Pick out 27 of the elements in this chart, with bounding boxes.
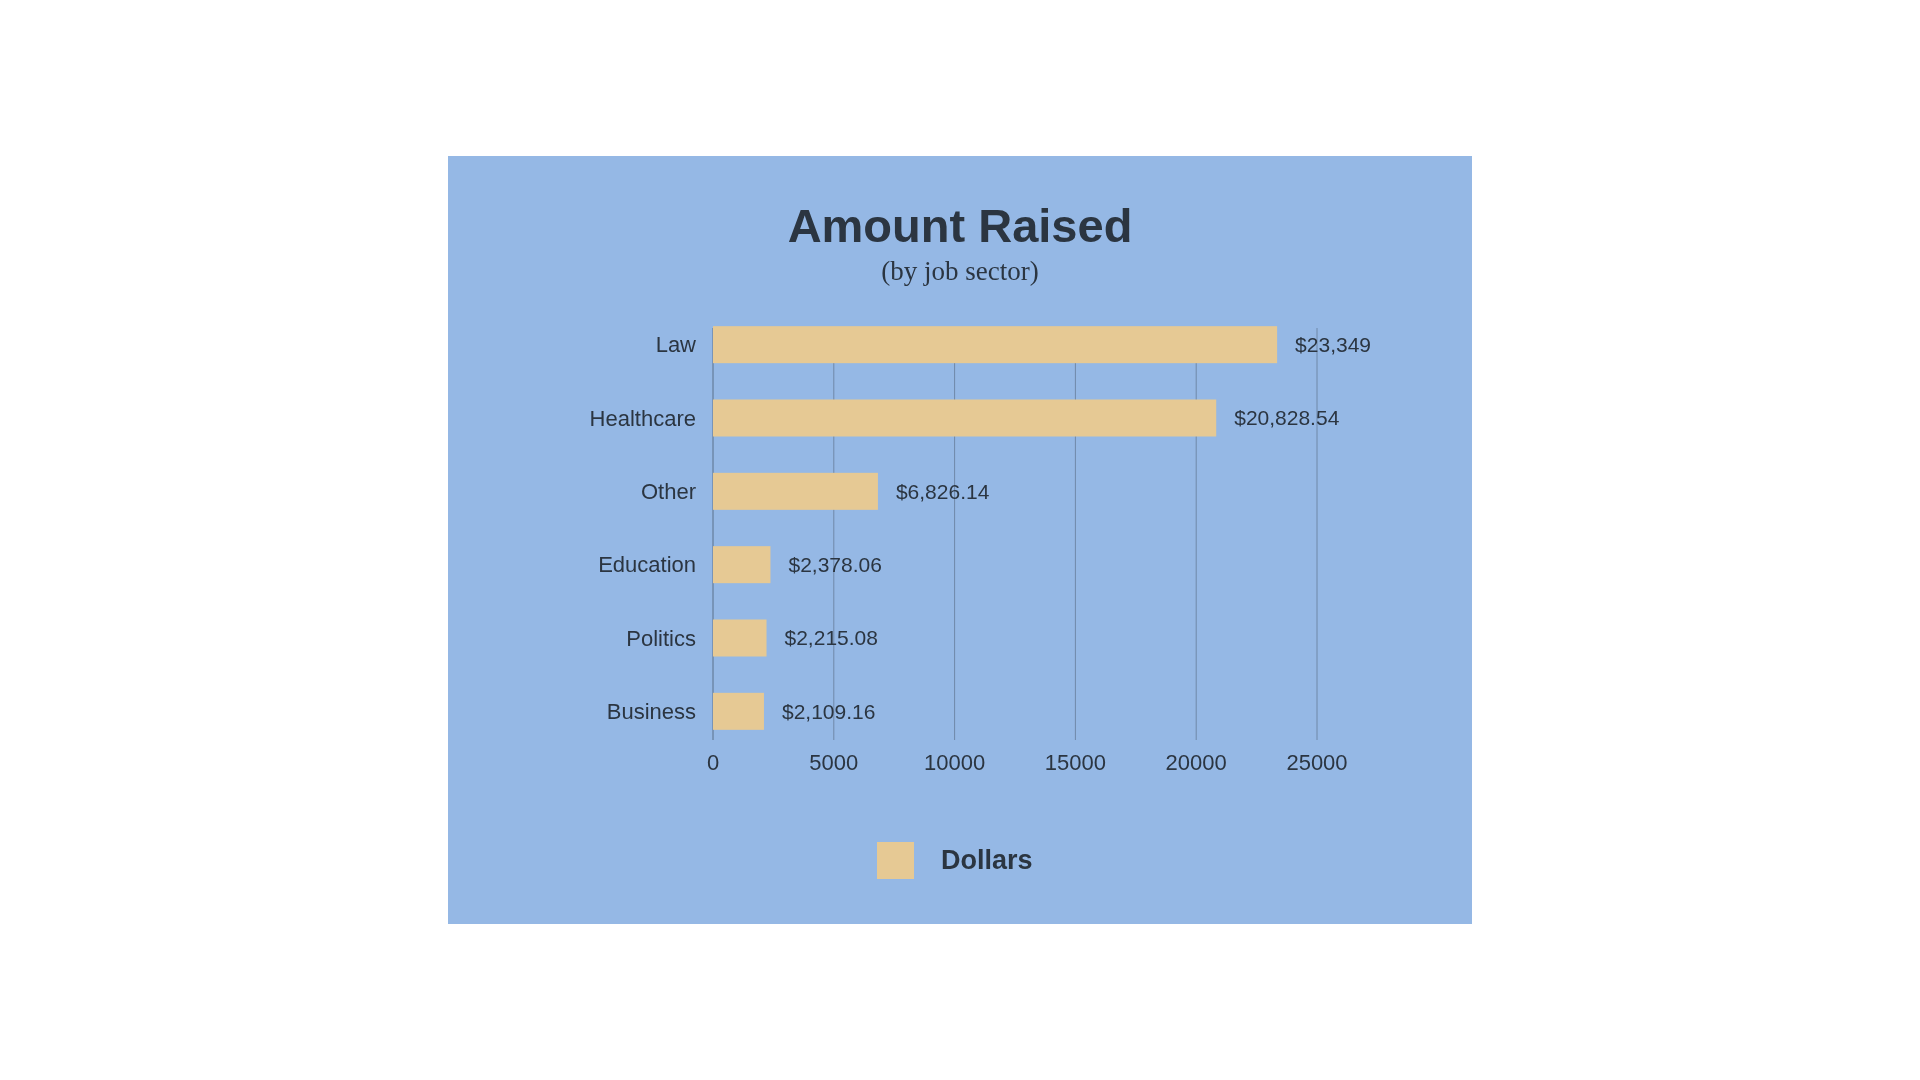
bar <box>713 326 1278 364</box>
data-label: $20,828.54 <box>1234 406 1340 430</box>
data-label: $2,215.08 <box>784 626 878 650</box>
bar <box>713 546 771 584</box>
y-tick-label: Business <box>606 699 696 725</box>
data-label: $6,826.14 <box>895 479 990 503</box>
data-label: $2,378.06 <box>788 553 882 577</box>
bar <box>713 472 878 510</box>
legend-label: Dollars <box>941 845 1033 876</box>
x-tick-label: 25000 <box>1286 750 1348 775</box>
x-tick-label: 15000 <box>1044 750 1106 775</box>
chart-subtitle: (by job sector) <box>881 256 1039 286</box>
y-tick-label: Law <box>655 332 697 358</box>
bar <box>713 619 767 657</box>
x-tick-label: 10000 <box>924 750 986 775</box>
x-tick-label: 0 <box>706 750 720 775</box>
y-tick-label: Politics <box>626 625 696 651</box>
y-tick-label: Healthcare <box>589 405 696 431</box>
data-label: $2,109.16 <box>781 699 876 723</box>
data-label: $23,349 <box>1295 333 1372 357</box>
bar <box>713 399 1217 437</box>
y-tick-label: Education <box>598 552 696 578</box>
chart-title: Amount Raised <box>787 199 1133 252</box>
y-tick-label: Other <box>640 479 696 505</box>
x-tick-label: 5000 <box>809 750 859 775</box>
bar <box>713 692 764 730</box>
x-tick-label: 20000 <box>1165 750 1227 775</box>
